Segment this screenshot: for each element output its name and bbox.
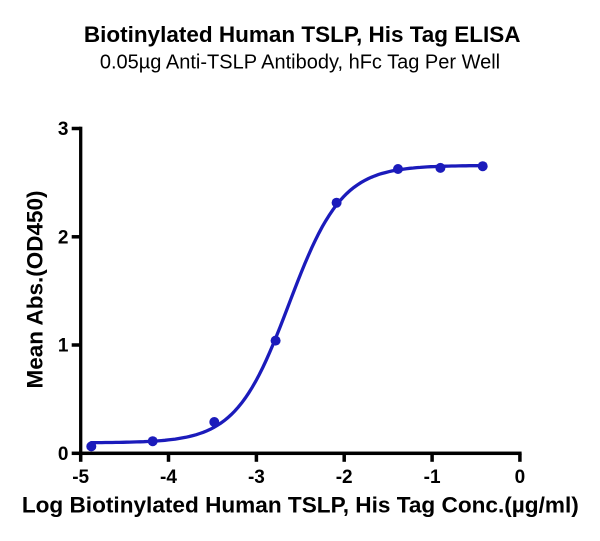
svg-text:2: 2 (58, 228, 69, 249)
svg-text:1: 1 (58, 336, 69, 357)
svg-text:-1: -1 (424, 467, 441, 488)
svg-text:-3: -3 (248, 467, 265, 488)
svg-text:-2: -2 (336, 467, 353, 488)
svg-text:Log Biotinylated Human TSLP, H: Log Biotinylated Human TSLP, His Tag Con… (22, 493, 579, 518)
svg-text:0: 0 (58, 444, 69, 465)
svg-text:-4: -4 (160, 467, 177, 488)
svg-text:Mean Abs.(OD450): Mean Abs.(OD450) (23, 191, 48, 389)
svg-text:-5: -5 (72, 467, 89, 488)
svg-text:Biotinylated Human TSLP, His T: Biotinylated Human TSLP, His Tag ELISA (84, 22, 521, 47)
svg-text:3: 3 (58, 119, 69, 140)
svg-text:0: 0 (515, 467, 526, 488)
svg-text:0.05µg Anti-TSLP Antibody, hFc: 0.05µg Anti-TSLP Antibody, hFc Tag Per W… (100, 52, 500, 74)
